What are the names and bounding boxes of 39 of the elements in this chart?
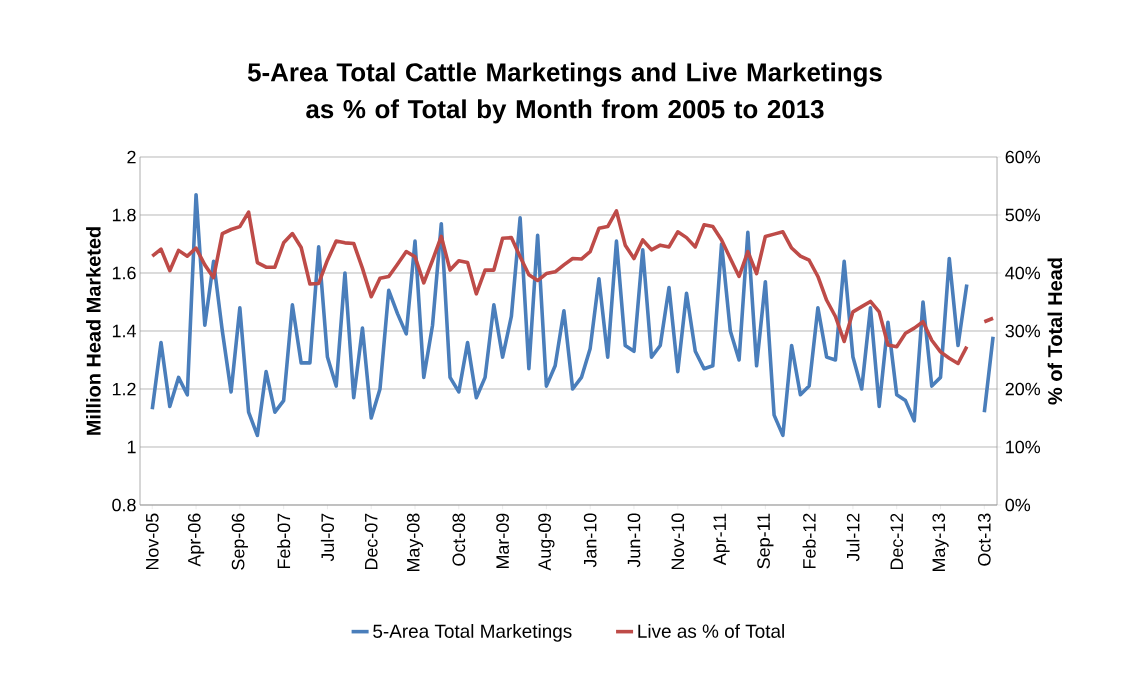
x-tick-label: Sep-11 [757,513,774,569]
y2-tick-label: 60% [1005,150,1041,164]
x-tick-label: Jul-12 [846,513,860,562]
legend-label: 5-Area Total Marketings [373,624,572,642]
y2-tick-label: 30% [1005,324,1041,338]
y2-tick-label: 0% [1005,498,1031,512]
chart-title: 5-Area Total Cattle Marketings and Live Marketings as % of Total by Month from 2005 to 2013 [247,62,882,124]
x-tick-label: Apr-11 [713,513,730,566]
x-tick-label: Jan-10 [583,513,597,568]
x-tick-label: Apr-06 [187,513,205,567]
x-tick-label: Oct-13 [977,513,991,566]
x-tick-label: Feb-07 [277,513,291,569]
x-tick-label: Jun-10 [627,513,641,568]
y2-tick-label: 20% [1005,382,1041,396]
y-tick-label: 2 [127,150,136,164]
y-tick-label: 0.8 [112,498,136,512]
y-tick-label: 1.2 [112,382,136,396]
x-tick-label: Jul-07 [320,513,335,562]
y2-axis-title: % of Total Head [1047,258,1063,405]
x-tick-label: Dec-12 [890,513,904,570]
y-axis-title: Million Head Marketed [86,227,101,435]
x-tick-label: Dec-07 [364,513,378,570]
x-tick-label: Feb-12 [802,513,816,569]
y2-tick-label: 10% [1006,440,1041,454]
legend-label: Live as % of Total [638,624,784,638]
y2-tick-label: 50% [1005,208,1041,222]
x-tick-label: Mar-09 [496,513,509,569]
x-tick-label: Oct-08 [452,513,466,566]
x-tick-label: Sep-06 [231,513,248,570]
y-tick-label: 1.8 [112,208,136,222]
y-tick-label: 1.6 [112,266,136,280]
x-tick-label: May-08 [406,513,424,572]
x-tick-label: Aug-09 [538,513,555,571]
y-tick-label: 1 [127,440,136,454]
y2-tick-label: 40% [1005,266,1041,280]
y-tick-label: 1.4 [112,324,136,338]
x-tick-label: Nov-10 [671,513,685,570]
x-tick-label: May-13 [932,513,949,572]
x-tick-label: Nov-05 [145,513,159,570]
